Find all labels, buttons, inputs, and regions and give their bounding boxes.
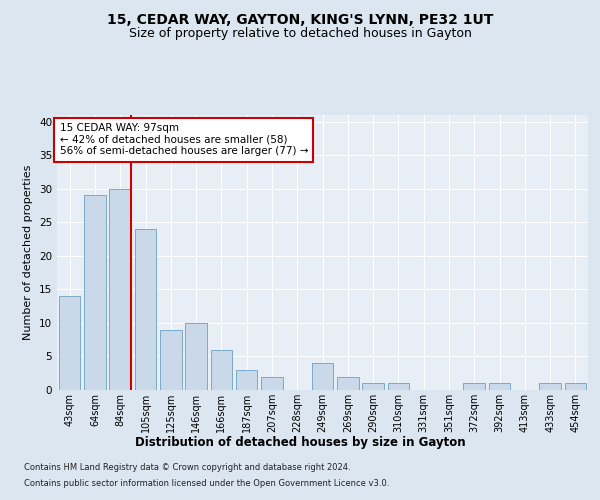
Bar <box>539 384 561 390</box>
Bar <box>388 384 409 390</box>
Bar <box>236 370 257 390</box>
Text: 15, CEDAR WAY, GAYTON, KING'S LYNN, PE32 1UT: 15, CEDAR WAY, GAYTON, KING'S LYNN, PE32… <box>107 12 493 26</box>
Bar <box>109 189 131 390</box>
Bar <box>337 376 359 390</box>
Bar <box>312 363 333 390</box>
Text: Contains public sector information licensed under the Open Government Licence v3: Contains public sector information licen… <box>24 478 389 488</box>
Text: 15 CEDAR WAY: 97sqm
← 42% of detached houses are smaller (58)
56% of semi-detach: 15 CEDAR WAY: 97sqm ← 42% of detached ho… <box>59 123 308 156</box>
Bar <box>160 330 182 390</box>
Text: Size of property relative to detached houses in Gayton: Size of property relative to detached ho… <box>128 28 472 40</box>
Bar <box>489 384 510 390</box>
Bar <box>261 376 283 390</box>
Bar <box>59 296 80 390</box>
Bar <box>84 196 106 390</box>
Bar <box>135 229 156 390</box>
Text: Contains HM Land Registry data © Crown copyright and database right 2024.: Contains HM Land Registry data © Crown c… <box>24 464 350 472</box>
Bar <box>565 384 586 390</box>
Bar <box>463 384 485 390</box>
Bar <box>211 350 232 390</box>
Text: Distribution of detached houses by size in Gayton: Distribution of detached houses by size … <box>134 436 466 449</box>
Y-axis label: Number of detached properties: Number of detached properties <box>23 165 34 340</box>
Bar <box>185 323 207 390</box>
Bar <box>362 384 384 390</box>
